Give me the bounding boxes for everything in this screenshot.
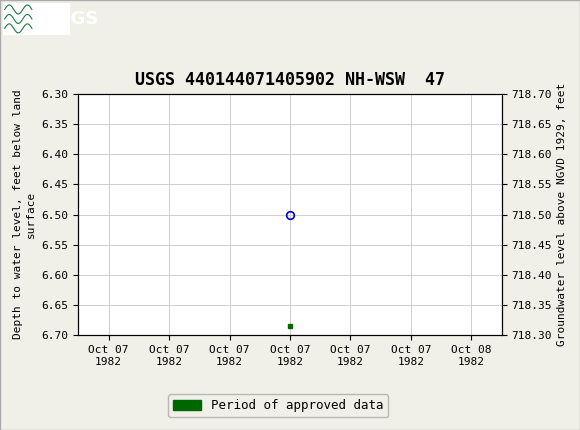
Y-axis label: Depth to water level, feet below land
surface: Depth to water level, feet below land su… [13,90,36,339]
Title: USGS 440144071405902 NH-WSW  47: USGS 440144071405902 NH-WSW 47 [135,71,445,89]
Bar [3,3,70,35]
Legend: Period of approved data: Period of approved data [168,394,389,417]
Y-axis label: Groundwater level above NGVD 1929, feet: Groundwater level above NGVD 1929, feet [557,83,567,346]
Text: USGS: USGS [44,10,99,28]
